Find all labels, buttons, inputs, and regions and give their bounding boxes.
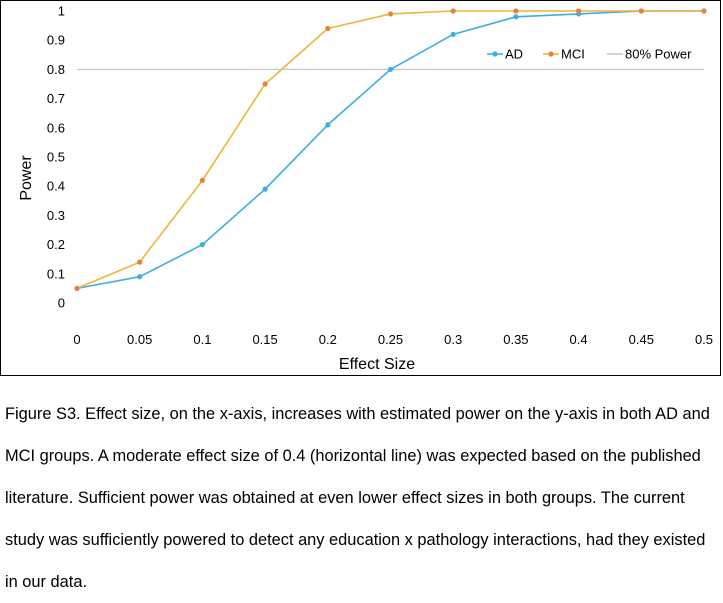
legend-label-mci: MCI: [561, 47, 585, 62]
data-point-mci: [262, 81, 268, 87]
x-tick-label: 0.25: [378, 332, 403, 347]
y-tick-label: 0.5: [47, 150, 65, 165]
legend: AD MCI 80% Power: [487, 47, 692, 62]
x-tick-label: 0: [73, 332, 80, 347]
data-point-ad: [325, 122, 331, 128]
data-point-ad: [387, 66, 394, 72]
series-layer: [74, 8, 707, 291]
y-tick-label: 0.2: [47, 237, 65, 252]
y-tick-label: 0.4: [47, 179, 65, 194]
y-tick-label: 0.3: [47, 208, 65, 223]
data-point-mci: [387, 11, 394, 17]
x-tick-labels: 0 0.05 0.1 0.15 0.2 0.25 0.3 0.35 0.4 0.45 0.5: [73, 332, 713, 347]
y-tick-labels: 0 0.1 0.2 0.3 0.4 0.5 0.6 0.7 0.8 0.9 1: [47, 4, 65, 311]
x-tick-label: 0.45: [629, 332, 654, 347]
series-line-ad: [76, 10, 704, 290]
data-point-mci: [701, 8, 707, 14]
data-point-mci: [638, 8, 644, 14]
y-tick-label: 1: [58, 4, 65, 19]
data-point-ad: [199, 242, 205, 248]
power-chart: 0 0.05 0.1 0.15 0.2 0.25 0.3 0.35 0.4 0.45 0.5 0 0.…: [18, 4, 713, 374]
x-tick-label: 0.2: [319, 332, 337, 347]
data-point-ad: [262, 186, 268, 192]
x-tick-label: 0.4: [570, 332, 588, 347]
data-point-mci: [576, 8, 582, 14]
data-point-mci: [325, 25, 331, 32]
chart-frame: 0 0.05 0.1 0.15 0.2 0.25 0.3 0.35 0.4 0.45 0.5 0 0.…: [0, 0, 721, 376]
y-tick-label: 0.1: [47, 266, 65, 281]
figure-caption: Figure S3. Effect size, on the x-axis, i…: [5, 405, 710, 591]
data-point-ad: [137, 274, 143, 280]
x-axis-title: Effect Size: [339, 356, 415, 373]
x-tick-label: 0.15: [252, 332, 277, 347]
data-point-mci: [137, 259, 143, 265]
x-tick-label: 0.3: [444, 332, 462, 347]
data-point-mci: [513, 8, 519, 14]
y-tick-label: 0: [58, 296, 65, 311]
y-tick-label: 0.8: [47, 62, 65, 77]
series-line-mci: [76, 10, 704, 290]
legend-marker-ad: [492, 51, 498, 57]
x-tick-label: 0.05: [127, 332, 152, 347]
x-tick-label: 0.35: [503, 332, 528, 347]
y-axis-title: Power: [18, 155, 35, 201]
legend-marker-mci: [548, 51, 554, 57]
x-tick-label: 0.1: [193, 332, 211, 347]
data-point-ad: [513, 14, 519, 20]
y-tick-label: 0.9: [47, 33, 65, 48]
y-tick-label: 0.6: [47, 120, 65, 135]
legend-label-80-power: 80% Power: [625, 47, 692, 62]
data-point-ad: [450, 31, 456, 37]
x-tick-label: 0.5: [695, 332, 713, 347]
data-point-mci: [199, 177, 205, 183]
data-point-mci: [74, 285, 80, 291]
legend-label-ad: AD: [505, 47, 523, 62]
y-tick-label: 0.7: [47, 91, 65, 106]
data-point-mci: [450, 8, 456, 14]
